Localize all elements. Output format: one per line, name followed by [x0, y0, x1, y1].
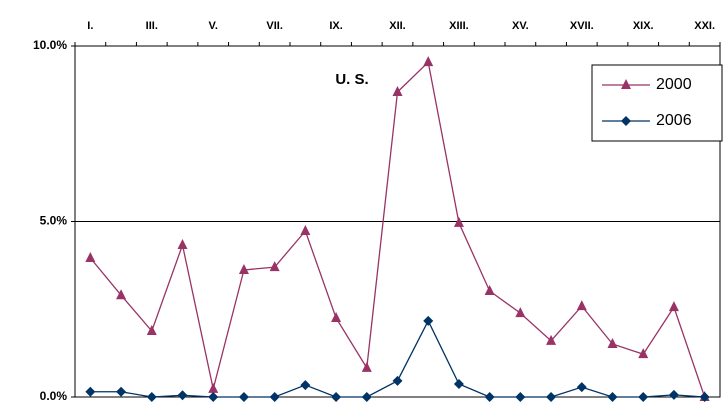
x-tick-label: XV. — [512, 20, 529, 32]
data-point — [269, 392, 280, 402]
data-point — [361, 392, 372, 402]
x-tick-label: XIII. — [449, 20, 469, 32]
data-point — [668, 301, 679, 312]
data-point — [423, 56, 434, 67]
data-point — [146, 392, 157, 402]
data-point — [576, 382, 587, 393]
data-point — [238, 392, 249, 402]
legend-label: 2000 — [656, 76, 692, 93]
x-tick-label: XVII. — [570, 20, 594, 32]
data-point — [392, 85, 403, 96]
data-point — [515, 307, 526, 318]
x-tick-label: XII. — [389, 20, 406, 32]
data-point — [331, 312, 342, 323]
data-point — [361, 361, 372, 372]
data-point — [638, 348, 649, 359]
data-point — [546, 392, 557, 402]
data-point — [453, 216, 464, 227]
x-tick-label: XIX. — [633, 20, 654, 32]
data-point — [177, 239, 188, 250]
data-point — [269, 261, 280, 272]
data-point — [546, 334, 557, 345]
data-point — [300, 380, 311, 391]
data-point — [607, 337, 618, 348]
data-point — [331, 392, 342, 402]
data-point — [300, 224, 311, 235]
data-point — [699, 392, 710, 402]
x-tick-label: I. — [87, 20, 93, 32]
y-tick-label: 0.0% — [40, 389, 68, 403]
data-point — [116, 386, 127, 397]
data-point — [208, 392, 219, 402]
x-tick-label: IX. — [329, 20, 342, 32]
data-point — [85, 252, 96, 263]
data-point — [85, 386, 96, 397]
data-point — [638, 392, 649, 402]
data-point — [607, 392, 618, 402]
data-point — [484, 392, 495, 402]
legend-box — [591, 64, 723, 142]
data-point — [177, 390, 188, 401]
chart-title: U. S. — [335, 71, 368, 88]
data-point — [392, 375, 403, 386]
x-tick-label: III. — [146, 20, 158, 32]
legend-marker — [621, 116, 631, 126]
x-tick-label: XXI. — [694, 20, 715, 32]
x-tick-label: VII. — [266, 20, 283, 32]
legend-marker — [621, 79, 631, 89]
data-point — [423, 315, 434, 326]
data-point — [668, 389, 679, 400]
data-point — [238, 263, 249, 274]
legend-label: 2006 — [656, 112, 692, 129]
data-point — [576, 300, 587, 311]
data-point — [208, 382, 219, 393]
data-point — [453, 379, 464, 390]
data-point — [116, 289, 127, 300]
data-point — [146, 325, 157, 336]
data-point — [484, 284, 495, 295]
x-tick-label: V. — [209, 20, 218, 32]
y-tick-label: 5.0% — [40, 214, 68, 228]
data-point — [515, 392, 526, 402]
y-tick-label: 10.0% — [33, 38, 67, 52]
